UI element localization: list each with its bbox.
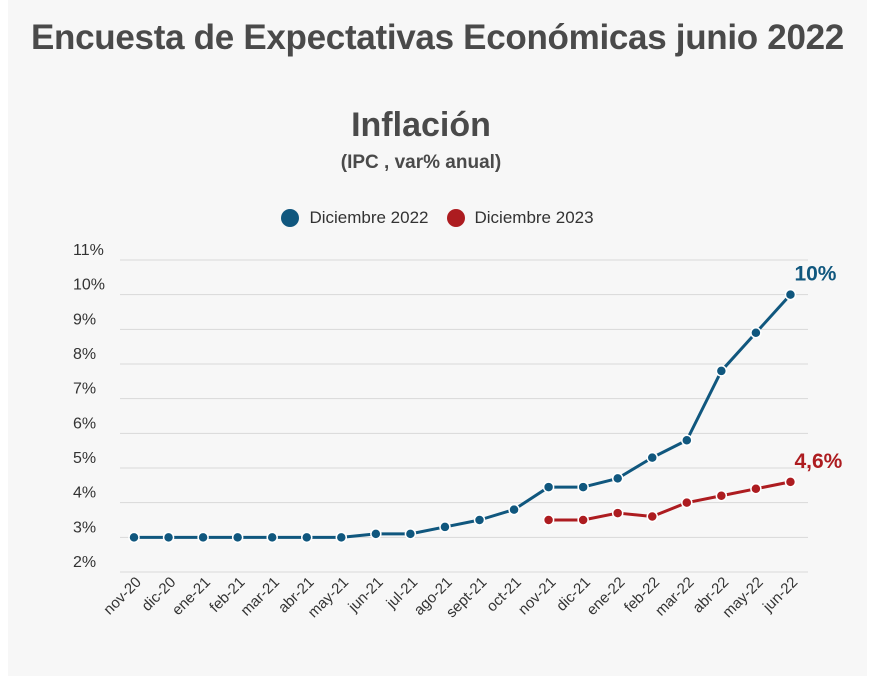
y-tick-label: 9% xyxy=(73,311,96,328)
x-tick-label: nov-21 xyxy=(515,574,559,618)
y-tick-label: 7% xyxy=(73,381,96,398)
data-point-diciembre-2022 xyxy=(508,503,520,516)
page-title: Encuesta de Expectativas Económicas juni… xyxy=(31,18,844,57)
y-tick-label: 2% xyxy=(73,554,96,571)
data-point-diciembre-2022 xyxy=(266,531,278,544)
data-point-diciembre-2022 xyxy=(646,451,658,464)
data-point-diciembre-2022 xyxy=(162,531,175,544)
data-point-diciembre-2022 xyxy=(370,528,382,540)
x-tick-label: mar-21 xyxy=(237,574,283,620)
x-tick-label: jun-21 xyxy=(344,574,386,616)
data-point-diciembre-2022 xyxy=(473,514,486,526)
series-line-diciembre-2022 xyxy=(134,293,792,539)
y-tick-label: 11% xyxy=(73,242,104,259)
data-point-diciembre-2022 xyxy=(681,434,693,447)
chart-panel xyxy=(8,0,867,676)
data-point-diciembre-2023 xyxy=(715,489,728,502)
series-line-diciembre-2023 xyxy=(548,480,791,522)
legend-item-2022[interactable]: Diciembre 2022 xyxy=(281,208,429,228)
end-value-label-diciembre-2023: 4,6% xyxy=(794,450,842,473)
chart-title: Inflación xyxy=(351,106,491,144)
x-tick-label: ene-22 xyxy=(583,574,628,619)
x-tick-label: jun-22 xyxy=(759,574,801,616)
chart-subtitle: (IPC , var% anual) xyxy=(340,152,502,173)
data-point-diciembre-2022 xyxy=(197,531,209,544)
legend-marker-2023 xyxy=(446,209,465,227)
x-tick-label: mar-22 xyxy=(652,574,698,620)
y-tick-label: 6% xyxy=(73,415,96,432)
end-value-label-diciembre-2022: 10% xyxy=(794,263,836,286)
data-point-diciembre-2022 xyxy=(301,531,313,544)
data-point-diciembre-2022 xyxy=(577,481,589,493)
data-point-diciembre-2023 xyxy=(750,483,762,495)
data-point-diciembre-2022 xyxy=(404,528,417,540)
y-tick-label: 3% xyxy=(73,519,96,536)
legend-label-2023: Diciembre 2023 xyxy=(474,208,594,227)
data-point-diciembre-2023 xyxy=(646,510,658,523)
y-tick-label: 8% xyxy=(73,346,96,363)
data-point-diciembre-2022 xyxy=(542,481,555,493)
data-point-diciembre-2022 xyxy=(335,531,348,544)
x-tick-label: nov-20 xyxy=(100,574,144,618)
y-tick-label: 10% xyxy=(73,277,105,294)
data-point-diciembre-2022 xyxy=(231,531,244,544)
y-tick-label: 4% xyxy=(73,485,96,502)
y-tick-label: 5% xyxy=(73,450,96,467)
legend-marker-2022 xyxy=(281,209,300,227)
chart-legend: Diciembre 2022 Diciembre 2023 xyxy=(0,208,875,228)
data-point-diciembre-2023 xyxy=(611,507,624,519)
data-point-diciembre-2022 xyxy=(715,365,728,377)
data-point-diciembre-2022 xyxy=(439,521,451,533)
legend-label-2022: Diciembre 2022 xyxy=(309,208,429,227)
data-point-diciembre-2023 xyxy=(784,476,797,488)
x-tick-label: ene-21 xyxy=(169,574,214,619)
data-point-diciembre-2022 xyxy=(128,531,140,544)
data-point-diciembre-2023 xyxy=(577,514,589,526)
data-point-diciembre-2022 xyxy=(784,288,797,301)
legend-item-2023[interactable]: Diciembre 2023 xyxy=(446,208,594,228)
data-point-diciembre-2023 xyxy=(681,496,693,509)
data-point-diciembre-2022 xyxy=(750,327,762,339)
data-point-diciembre-2022 xyxy=(611,472,624,485)
data-point-diciembre-2023 xyxy=(542,514,555,526)
